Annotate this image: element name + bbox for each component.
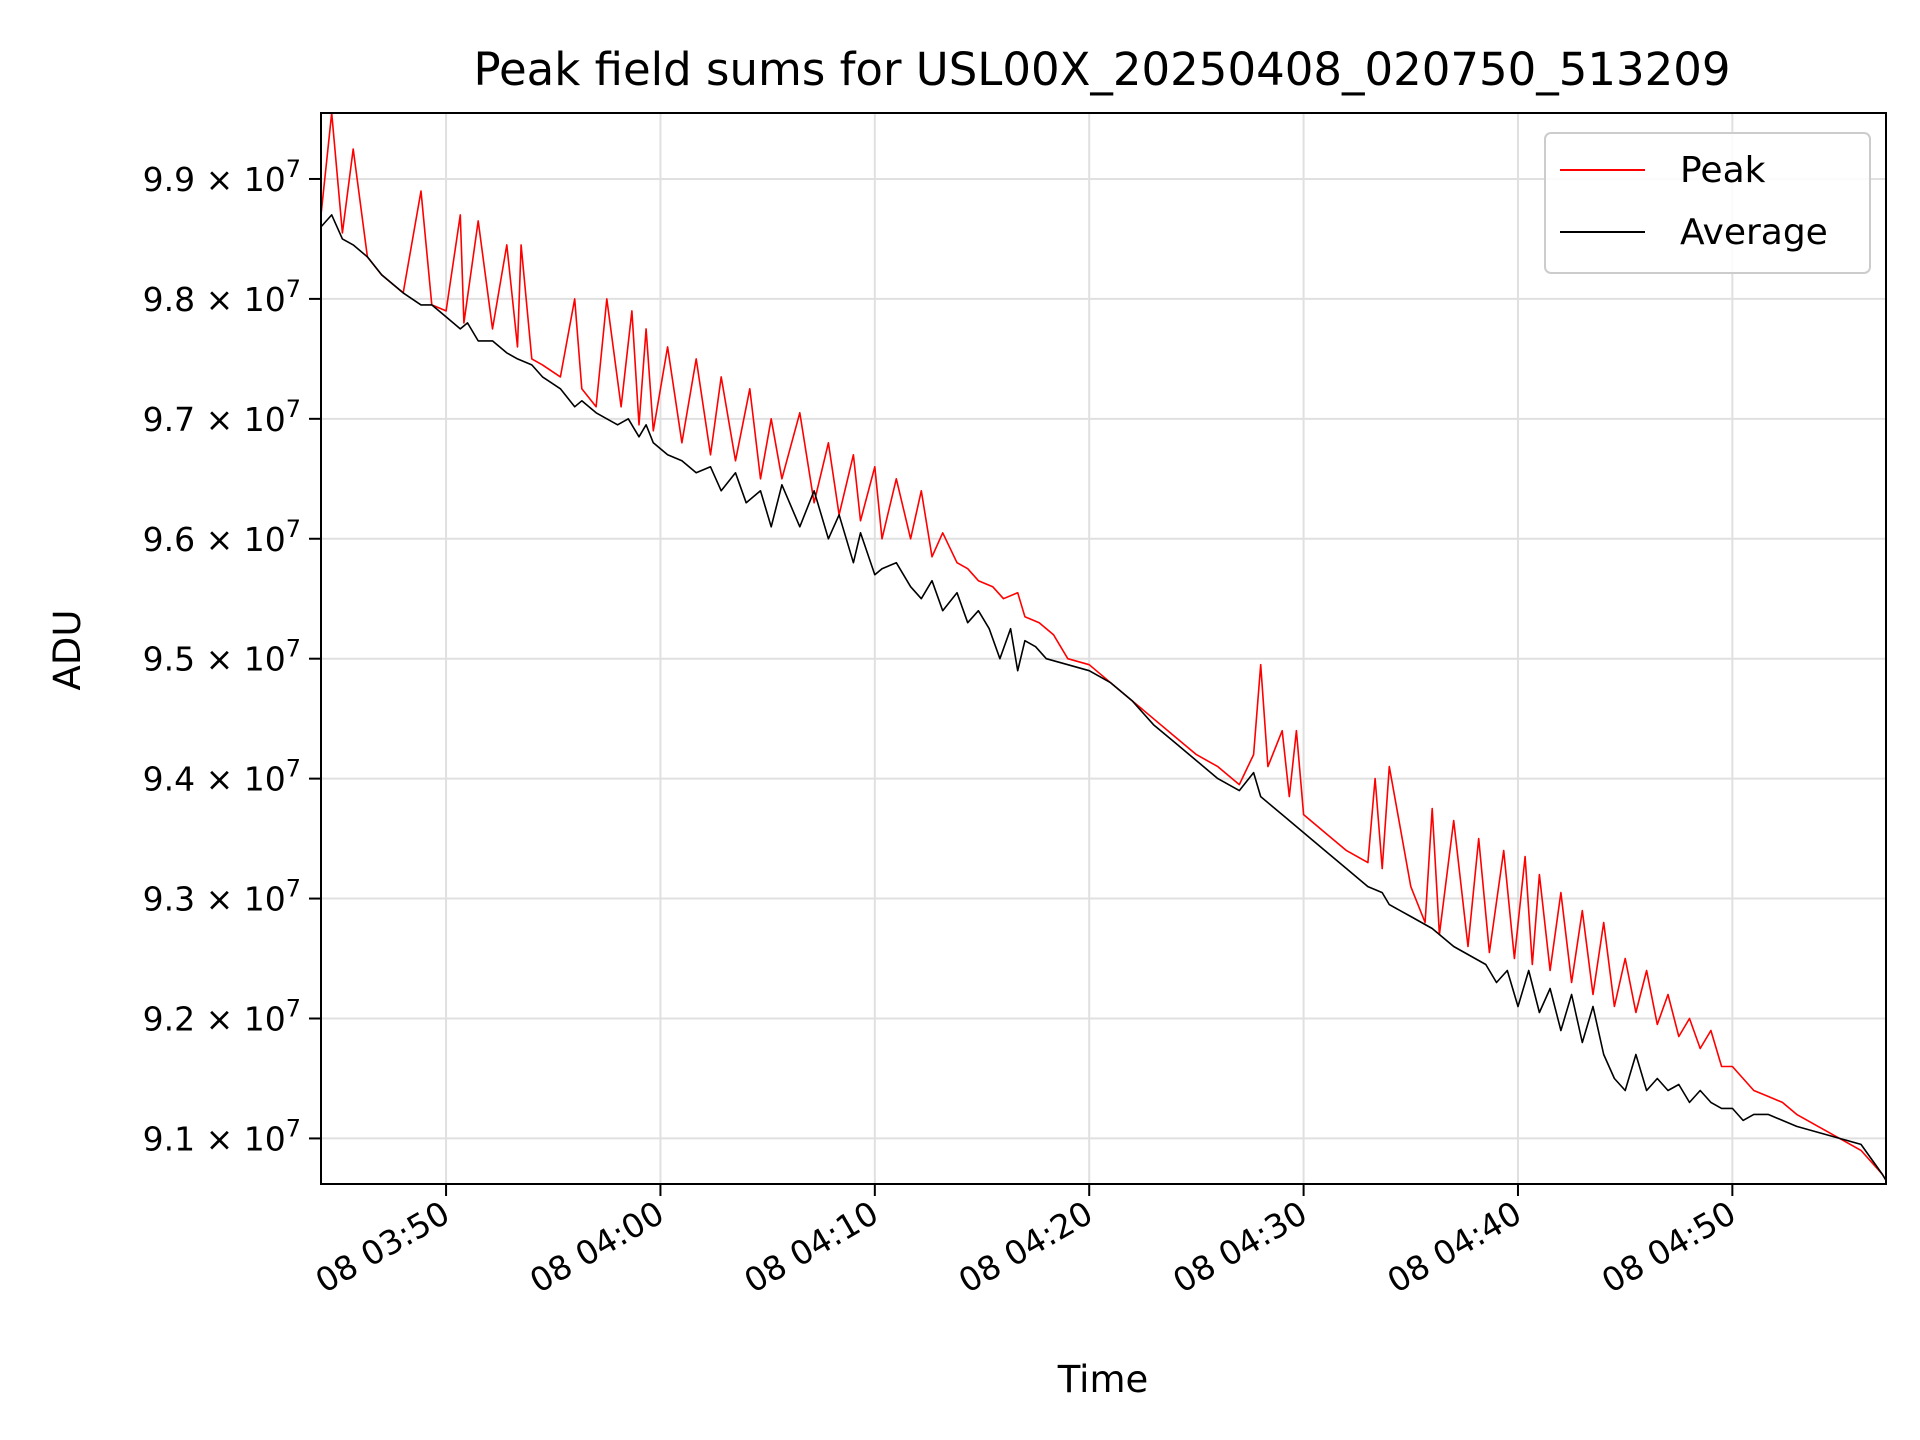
axes-frame (320, 112, 1887, 1185)
x-axis-label: Time (1057, 1358, 1149, 1401)
grid (321, 113, 1886, 1184)
legend: Peak Average (1544, 132, 1871, 274)
y-tick-label: 9.5 × 107 (143, 635, 301, 679)
y-tick-label: 9.1 × 107 (143, 1114, 301, 1158)
y-axis: 9.1 × 107 9.2 × 107 9.3 × 107 9.4 × 107 9.5 … (143, 155, 321, 1158)
legend-box (1544, 132, 1871, 274)
chart-title: Peak field sums for USL00X_20250408_0207… (473, 43, 1730, 96)
legend-label-average: Average (1680, 212, 1828, 253)
y-tick-label: 9.9 × 107 (143, 155, 301, 199)
y-axis-label: ADU (46, 610, 89, 691)
y-tick-label: 9.6 × 107 (143, 515, 301, 559)
y-tick-label: 9.8 × 107 (143, 275, 301, 319)
y-tick-label: 9.2 × 107 (143, 994, 301, 1038)
series-line-average (320, 214, 1887, 1181)
legend-label-peak: Peak (1680, 150, 1766, 191)
y-tick-label: 9.4 × 107 (143, 755, 301, 799)
series-line-peak (320, 112, 1887, 1181)
y-tick-label: 9.7 × 107 (143, 395, 301, 439)
y-tick-label: 9.3 × 107 (143, 875, 301, 919)
plot-area (320, 112, 1887, 1181)
